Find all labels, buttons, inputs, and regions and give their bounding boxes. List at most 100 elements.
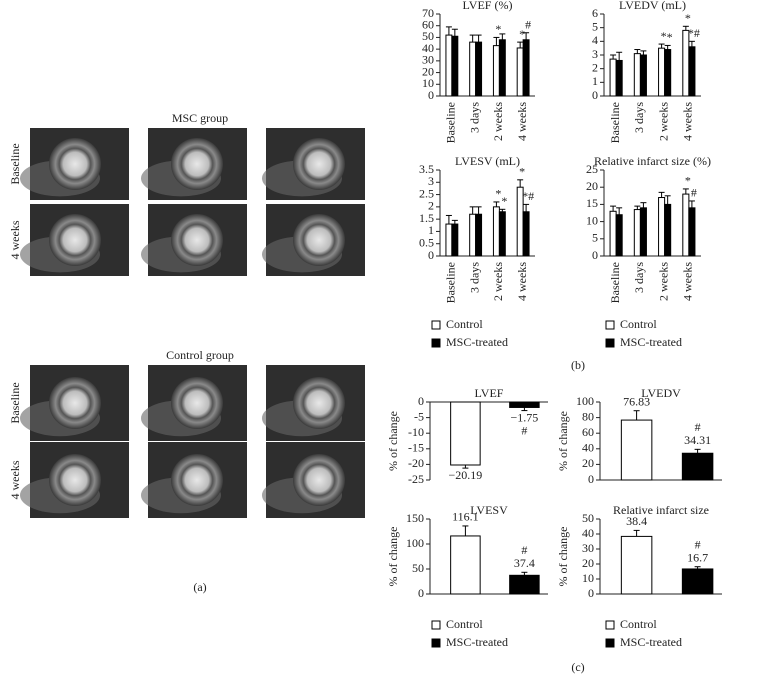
bar <box>620 419 653 481</box>
mri-heart <box>171 138 223 190</box>
value-label: 116.1 <box>452 510 479 524</box>
y-tick-label: 4 <box>592 33 598 47</box>
annotation: * <box>667 30 673 44</box>
y-tick-label: 0 <box>592 88 598 102</box>
y-tick-label: 60 <box>422 17 434 31</box>
y-tick-label: 70 <box>422 6 434 20</box>
y-tick-label: 100 <box>576 394 594 408</box>
legend-label: MSC-treated <box>446 635 508 649</box>
y-tick-label: 5 <box>592 231 598 245</box>
bar <box>492 45 500 97</box>
y-tick-label: 150 <box>406 511 424 525</box>
bar <box>615 214 623 257</box>
legend-label: Control <box>446 317 483 331</box>
y-tick-label: -10 <box>408 425 424 439</box>
y-tick-label: 1 <box>592 74 598 88</box>
legend-label: MSC-treated <box>446 335 508 349</box>
bar <box>681 568 714 595</box>
y-tick-label: 3 <box>428 174 434 188</box>
bar <box>498 211 506 257</box>
bar <box>615 59 623 97</box>
y-tick-label: 20 <box>586 179 598 193</box>
y-tick-label: 0 <box>418 394 424 408</box>
y-tick-label: 40 <box>422 41 434 55</box>
panel-label: (a) <box>193 580 206 594</box>
bar <box>445 223 453 257</box>
y-tick-label: 1.5 <box>419 211 434 225</box>
bar <box>498 39 506 97</box>
x-tick-label: 4 weeks <box>515 262 529 301</box>
legend-label: MSC-treated <box>620 335 682 349</box>
annotation: # <box>691 186 697 200</box>
bar <box>475 41 483 97</box>
bar <box>658 197 666 257</box>
y-tick-label: 2 <box>592 60 598 74</box>
x-tick-label: 2 weeks <box>656 102 670 141</box>
y-tick-label: 20 <box>582 556 594 570</box>
x-tick-label: Baseline <box>444 262 458 303</box>
bar <box>664 203 672 257</box>
legend-swatch <box>431 338 441 348</box>
legend-swatch <box>605 638 615 648</box>
annotation: # <box>521 543 527 557</box>
y-tick-label: 15 <box>586 196 598 210</box>
bar <box>664 49 672 97</box>
group-title: Control group <box>166 348 234 362</box>
legend-label: MSC-treated <box>620 635 682 649</box>
legend-swatch <box>431 638 441 648</box>
y-tick-label: 6 <box>592 6 598 20</box>
y-tick-label: 100 <box>406 536 424 550</box>
y-tick-label: 0 <box>592 248 598 262</box>
mri-heart <box>171 214 223 266</box>
chart-title: LVESV (mL) <box>455 154 520 168</box>
annotation: * <box>495 187 501 201</box>
x-tick-label: Baseline <box>444 102 458 143</box>
y-tick-label: 0 <box>428 248 434 262</box>
x-tick-label: 2 weeks <box>491 262 505 301</box>
annotation: *# <box>522 189 534 203</box>
bar <box>451 35 459 97</box>
legend-swatch <box>431 320 441 330</box>
y-tick-label: 0 <box>588 586 594 600</box>
value-label: 34.31 <box>684 433 711 447</box>
y-tick-label: 2.5 <box>419 186 434 200</box>
value-label: −20.19 <box>449 468 483 482</box>
legend-swatch <box>605 338 615 348</box>
bar <box>688 46 696 97</box>
bar <box>509 574 540 595</box>
legend-swatch <box>431 620 441 630</box>
group-title: MSC group <box>172 111 228 125</box>
bar <box>475 213 483 257</box>
annotation: * <box>685 11 691 25</box>
bar <box>492 206 500 257</box>
bar <box>688 207 696 257</box>
annotation: * <box>519 165 525 179</box>
y-tick-label: 0 <box>428 88 434 102</box>
y-tick-label: 50 <box>422 29 434 43</box>
panel-label: (c) <box>571 660 584 674</box>
mri-heart <box>171 377 223 429</box>
annotation: # <box>695 420 701 434</box>
annotation: *# <box>688 26 700 40</box>
y-tick-label: 5 <box>592 19 598 33</box>
y-tick-label: 3.5 <box>419 162 434 176</box>
chart-title: Relative infarct size (%) <box>594 154 711 168</box>
value-label: 37.4 <box>514 556 535 570</box>
annotation: * <box>661 29 667 43</box>
x-tick-label: 3 days <box>632 102 646 133</box>
row-label: 4 weeks <box>8 220 22 259</box>
y-tick-label: 50 <box>582 511 594 525</box>
y-axis-label: % of change <box>556 411 570 471</box>
y-tick-label: 10 <box>586 213 598 227</box>
y-tick-label: 10 <box>422 76 434 90</box>
bar <box>450 535 481 595</box>
bar <box>469 213 477 257</box>
annotation: * <box>685 174 691 188</box>
y-tick-label: 40 <box>582 441 594 455</box>
value-label: 76.83 <box>623 394 650 408</box>
bar <box>450 401 481 466</box>
y-tick-label: 20 <box>582 456 594 470</box>
bar <box>682 29 690 97</box>
x-tick-label: 4 weeks <box>515 102 529 141</box>
